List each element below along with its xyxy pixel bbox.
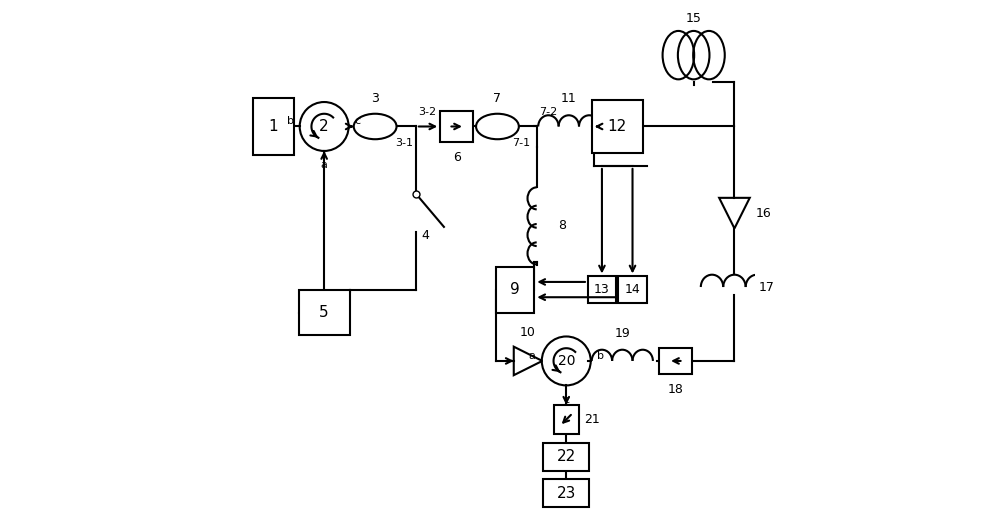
- Text: 5: 5: [319, 305, 329, 320]
- Text: 7: 7: [493, 92, 501, 105]
- Text: 4: 4: [421, 229, 429, 242]
- Text: 8: 8: [558, 219, 566, 233]
- Text: a: a: [529, 351, 536, 361]
- Bar: [299, 290, 350, 336]
- Text: c: c: [563, 395, 569, 405]
- Bar: [543, 480, 589, 508]
- Text: b: b: [287, 117, 294, 126]
- Text: 9: 9: [510, 282, 520, 297]
- Bar: [440, 111, 473, 142]
- Text: 14: 14: [625, 283, 640, 296]
- Bar: [543, 443, 589, 471]
- Text: 6: 6: [453, 151, 461, 164]
- Text: 7-1: 7-1: [512, 138, 531, 148]
- Bar: [554, 405, 579, 434]
- Text: 23: 23: [557, 486, 576, 501]
- Text: 11: 11: [561, 92, 577, 105]
- Text: 19: 19: [614, 326, 630, 339]
- Text: 18: 18: [668, 383, 684, 396]
- Bar: [588, 276, 616, 303]
- Text: 15: 15: [686, 11, 702, 24]
- Text: 12: 12: [608, 119, 627, 134]
- Text: 3: 3: [371, 92, 379, 105]
- Text: 3-2: 3-2: [418, 107, 437, 117]
- Text: 21: 21: [584, 413, 600, 426]
- Bar: [253, 98, 294, 154]
- Text: 10: 10: [520, 326, 536, 339]
- Text: 2: 2: [319, 119, 329, 134]
- Text: 13: 13: [594, 283, 610, 296]
- Bar: [618, 276, 647, 303]
- Text: 7-2: 7-2: [539, 107, 557, 117]
- Text: a: a: [321, 160, 328, 170]
- Bar: [496, 267, 534, 312]
- Text: c: c: [355, 117, 361, 126]
- Bar: [659, 348, 692, 373]
- Text: 1: 1: [268, 119, 278, 134]
- Text: 22: 22: [557, 449, 576, 464]
- Text: 20: 20: [558, 354, 575, 368]
- Text: 3-1: 3-1: [395, 138, 413, 148]
- Bar: [592, 100, 643, 153]
- Text: b: b: [597, 351, 604, 361]
- Text: 17: 17: [758, 281, 774, 294]
- Text: 16: 16: [756, 207, 772, 220]
